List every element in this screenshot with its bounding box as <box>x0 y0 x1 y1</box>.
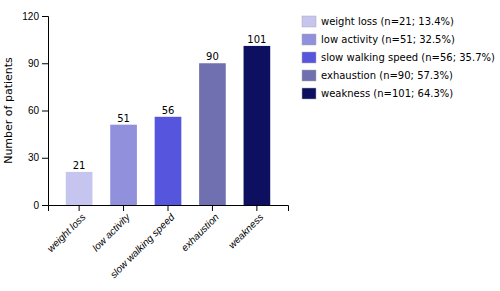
bar <box>66 172 93 205</box>
y-tick-label: 0 <box>33 200 39 211</box>
plot: 0 30 60 90 120 weight losslow activityslow wa… <box>22 11 288 280</box>
bar <box>199 63 226 205</box>
bar <box>155 117 182 205</box>
y-tick-mark <box>42 63 48 64</box>
y-tick: 120 <box>22 11 48 22</box>
legend-label: weakness (n=101; 64.3%) <box>321 88 453 99</box>
bar <box>110 125 137 205</box>
x-tick: weakness <box>226 205 265 251</box>
y-tick: 90 <box>28 58 48 69</box>
legend-item: slow walking speed (n=56; 35.7%) <box>302 52 495 63</box>
x-tick-mark <box>256 205 257 211</box>
legend-item: exhaustion (n=90; 57.3%) <box>302 70 453 81</box>
x-tick-label: slow walking speed <box>108 211 177 280</box>
y-axis: 0 30 60 90 120 <box>22 11 48 211</box>
legend-swatch <box>302 70 316 81</box>
y-tick-mark <box>42 205 48 206</box>
legend-label: slow walking speed (n=56; 35.7%) <box>321 52 495 63</box>
data-label: 101 <box>247 34 266 45</box>
y-tick-mark <box>42 111 48 112</box>
bars <box>66 46 270 205</box>
data-label: 90 <box>206 51 219 62</box>
legend-swatch <box>302 52 316 63</box>
legend-item: weight loss (n=21; 13.4%) <box>302 16 454 27</box>
y-tick: 0 <box>33 200 48 211</box>
x-tick-mark <box>212 205 213 211</box>
x-tick-label: weight loss <box>45 211 88 254</box>
y-tick-label: 60 <box>28 105 40 116</box>
legend-swatch <box>302 34 316 45</box>
y-tick-mark <box>42 158 48 159</box>
legend-item: weakness (n=101; 64.3%) <box>302 88 453 99</box>
y-tick: 30 <box>28 152 48 163</box>
data-label: 56 <box>162 105 175 116</box>
chart-container: 0306090120weight losslow activityslow wa… <box>0 0 500 291</box>
legend-swatch <box>302 88 316 99</box>
legend-label: weight loss (n=21; 13.4%) <box>321 16 454 27</box>
y-tick-label: 30 <box>28 152 40 163</box>
x-axis: weight losslow activityslow walking spee… <box>45 205 289 280</box>
legend-label: exhaustion (n=90; 57.3%) <box>321 70 453 81</box>
y-axis-line <box>42 17 49 206</box>
data-label: 21 <box>73 160 86 171</box>
x-tick-mark <box>79 205 80 211</box>
x-axis-line <box>49 206 289 212</box>
y-tick-label: 120 <box>22 11 39 22</box>
legend: weight loss (n=21; 13.4%) low activity (n… <box>302 16 495 99</box>
chart-svg: 0306090120weight losslow activityslow wa… <box>0 0 500 291</box>
y-tick-label: 90 <box>28 58 40 69</box>
x-tick-mark <box>123 205 124 211</box>
x-tick-label: weakness <box>226 211 265 250</box>
y-axis-title: Number of patients <box>2 57 15 164</box>
y-tick-mark <box>42 16 48 17</box>
x-tick: slow walking speed <box>108 205 177 280</box>
legend-item: low activity (n=51; 32.5%) <box>302 34 455 45</box>
x-tick: low activity <box>90 205 133 253</box>
x-tick-label: exhaustion <box>179 211 221 253</box>
x-tick-label: low activity <box>90 211 133 254</box>
bar <box>244 46 271 205</box>
legend-swatch <box>302 16 316 27</box>
data-label: 51 <box>117 113 130 124</box>
x-tick: weight loss <box>45 205 88 254</box>
data-labels: 21 51 56 90 101 <box>73 34 267 171</box>
y-tick: 60 <box>28 105 48 116</box>
x-tick: exhaustion <box>179 205 221 253</box>
x-tick-mark <box>168 205 169 211</box>
legend-label: low activity (n=51; 32.5%) <box>321 34 455 45</box>
